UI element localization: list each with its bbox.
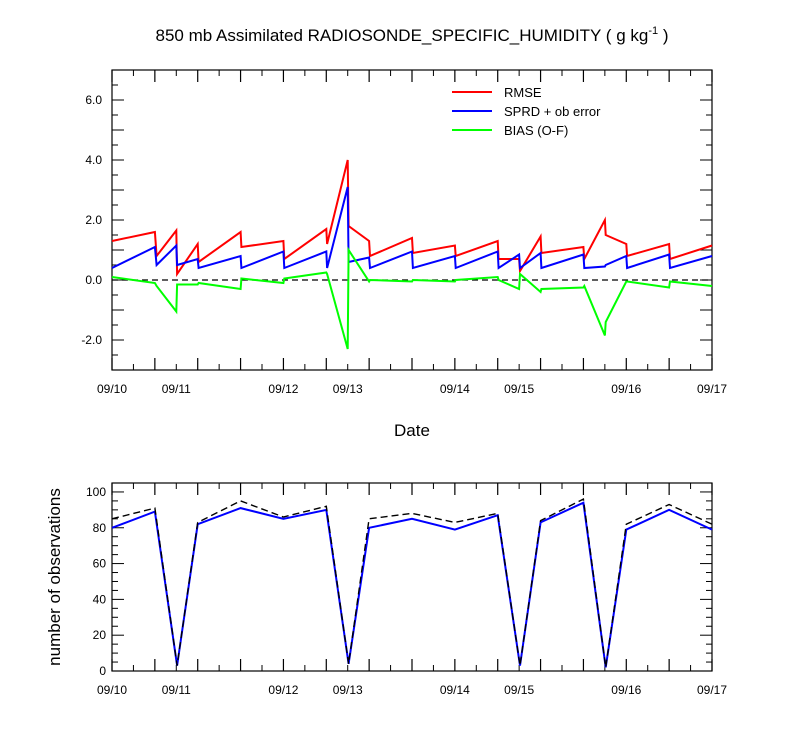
bottom-panel: 09/10 09/11 09/12 09/13 09/14 09/15 09/16 09/17…: [86, 482, 727, 697]
x-tick-label: 09/11: [162, 382, 191, 396]
top-series: [111, 159, 713, 350]
y-tick-label: 80: [93, 521, 107, 535]
x-tick-label: 09/13: [333, 382, 363, 396]
title-main: 850 mb Assimilated RADIOSONDE_SPECIFIC_H…: [156, 26, 649, 45]
title-exponent: -1: [648, 25, 658, 37]
title-suffix: ): [658, 26, 668, 45]
y-tick-label: 0: [99, 664, 106, 678]
obs-series-assimilated: [111, 501, 713, 668]
y-tick-label: 0.0: [85, 273, 102, 287]
x-tick-label: 09/17: [697, 683, 727, 697]
y-tick-label: 60: [93, 557, 107, 571]
legend-label: SPRD + ob error: [504, 104, 601, 119]
x-tick-label: 09/14: [440, 683, 470, 697]
series-line-1: [111, 186, 713, 270]
y-tick-label: 40: [93, 592, 107, 606]
top-plot-frame: [111, 69, 713, 371]
y-tick-label: 6.0: [85, 93, 102, 107]
legend-label: BIAS (O-F): [504, 123, 568, 138]
x-tick-label: 09/17: [697, 382, 727, 396]
y-tick-label: -2.0: [81, 333, 102, 347]
y-tick-label: 2.0: [85, 213, 102, 227]
bottom-ticks: 09/10 09/11 09/12 09/13 09/14 09/15 09/16 09/17…: [86, 482, 727, 697]
bottom-series: [111, 498, 713, 668]
x-tick-label: 09/15: [504, 683, 534, 697]
x-axis-title: Date: [394, 421, 430, 440]
top-panel: 09/10 09/11 09/12 09/13 09/14 09/15 09/16 09/17…: [81, 69, 727, 396]
x-tick-label: 09/12: [268, 382, 298, 396]
x-tick-label: 09/16: [611, 382, 641, 396]
bottom-plot-frame: [111, 482, 713, 672]
x-tick-label: 09/10: [97, 683, 127, 697]
x-tick-label: 09/15: [504, 382, 534, 396]
x-tick-label: 09/13: [333, 683, 363, 697]
x-tick-label: 09/12: [268, 683, 298, 697]
series-line-2: [111, 246, 713, 350]
y-tick-label: 4.0: [85, 153, 102, 167]
x-tick-label: 09/16: [611, 683, 641, 697]
y-tick-label: 100: [86, 485, 106, 499]
y-axis-title-observations: number of observations: [45, 488, 64, 666]
y-tick-label: 20: [93, 628, 107, 642]
top-ticks: 09/10 09/11 09/12 09/13 09/14 09/15 09/16 09/17…: [81, 69, 727, 396]
legend-label: RMSE: [504, 85, 542, 100]
legend: RMSE SPRD + ob error BIAS (O-F): [452, 85, 601, 138]
chart-title: 850 mb Assimilated RADIOSONDE_SPECIFIC_H…: [156, 25, 669, 45]
x-tick-label: 09/10: [97, 382, 127, 396]
obs-series-total: [111, 498, 713, 668]
x-tick-label: 09/14: [440, 382, 470, 396]
x-tick-label: 09/11: [162, 683, 191, 697]
